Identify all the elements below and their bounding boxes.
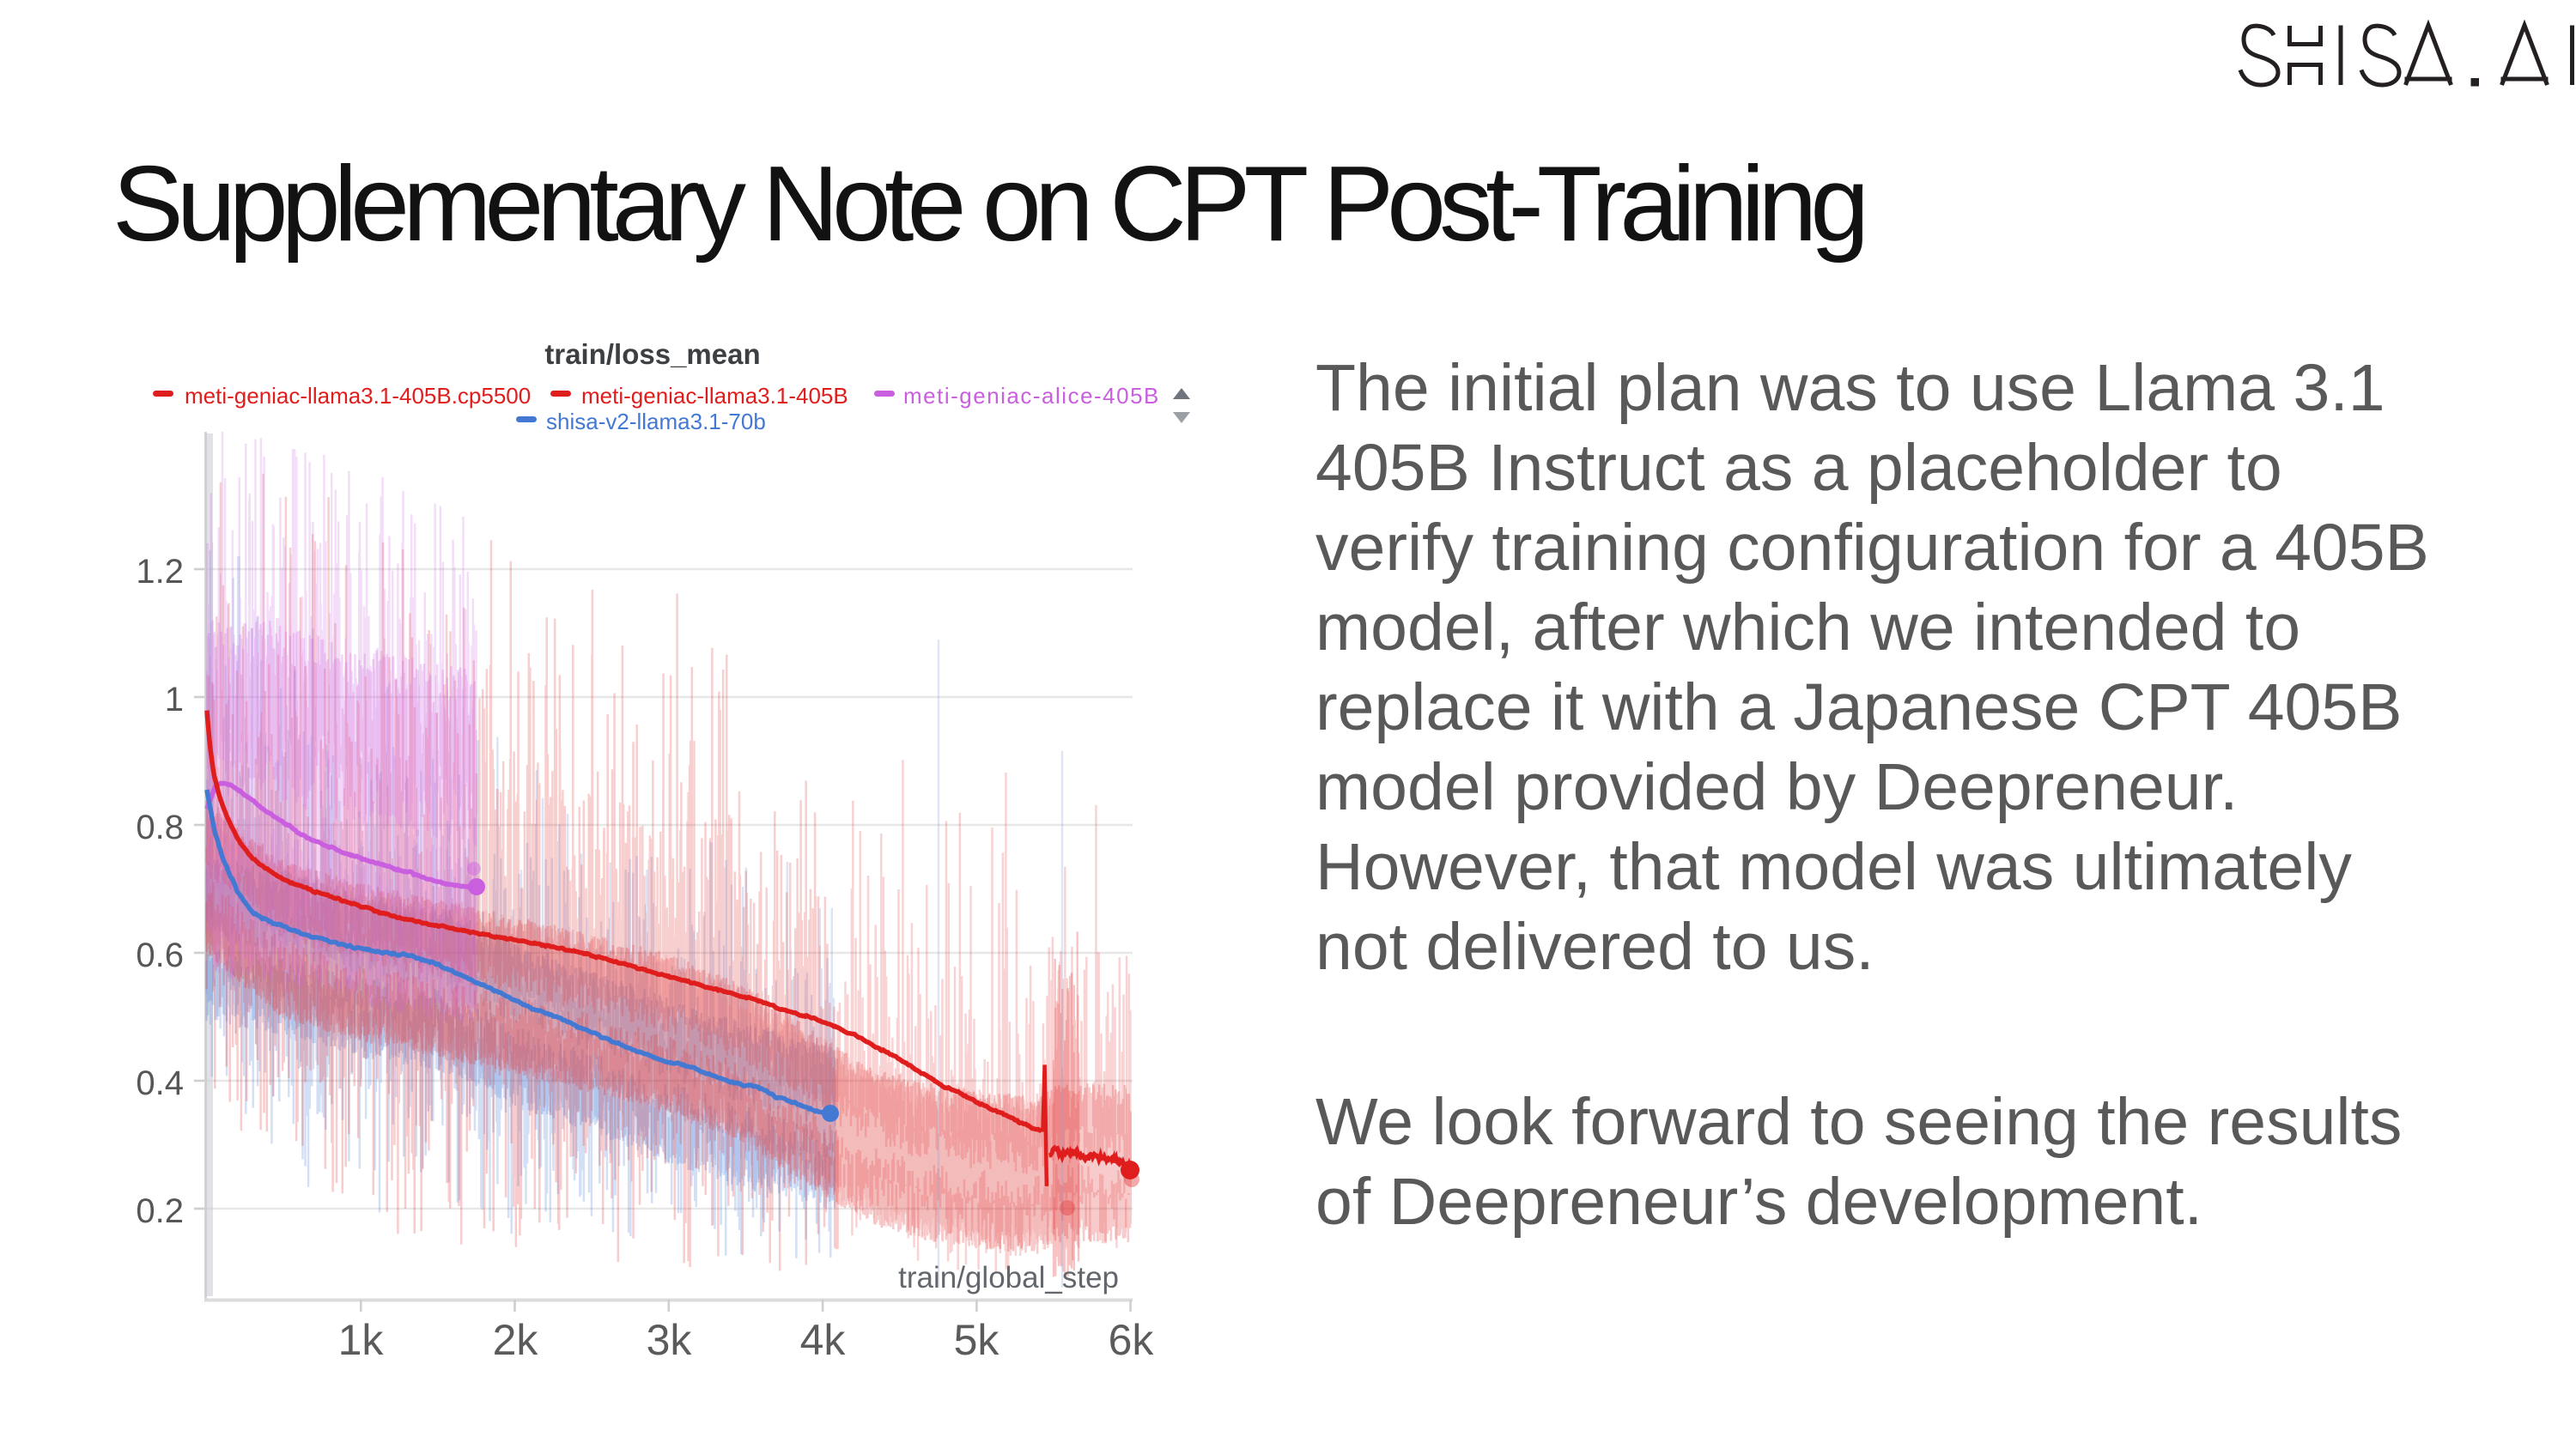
svg-text:train/global_step: train/global_step — [898, 1261, 1119, 1294]
svg-text:1.2: 1.2 — [136, 553, 184, 591]
svg-text:4k: 4k — [800, 1316, 847, 1364]
svg-text:6k: 6k — [1109, 1316, 1155, 1364]
svg-text:0.6: 0.6 — [136, 937, 184, 974]
svg-text:5k: 5k — [954, 1316, 1000, 1364]
svg-text:1: 1 — [165, 681, 184, 718]
svg-text:0.8: 0.8 — [136, 809, 184, 846]
svg-text:2k: 2k — [493, 1316, 539, 1364]
svg-text:1k: 1k — [338, 1316, 385, 1364]
svg-text:0.4: 0.4 — [136, 1064, 184, 1102]
svg-text:0.2: 0.2 — [136, 1192, 184, 1230]
svg-text:3k: 3k — [647, 1316, 693, 1364]
